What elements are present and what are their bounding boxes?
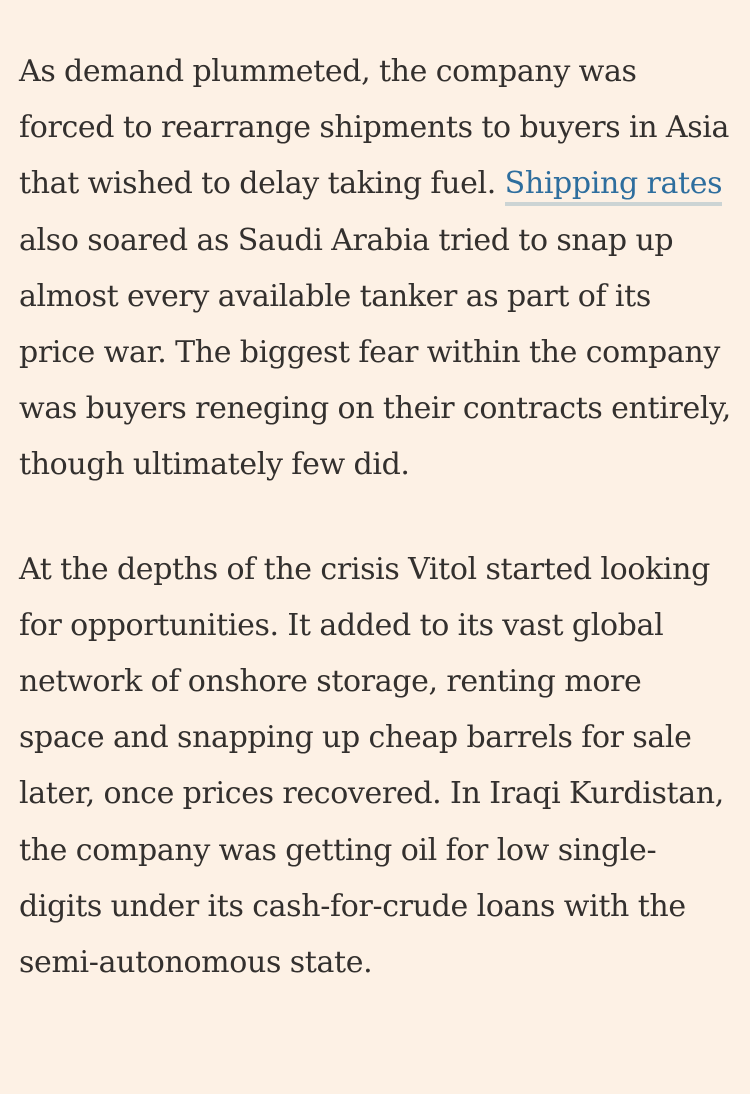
paragraph-shipping: As demand plummeted, the company was for… [19,44,734,494]
paragraph-text-before-link: As demand plummeted, the company was for… [19,54,730,202]
article-body: As demand plummeted, the company was for… [19,44,734,1039]
paragraph-opportunities: At the depths of the crisis Vitol starte… [19,551,724,981]
paragraph-text-after-link: also soared as Saudi Arabia tried to sna… [19,222,731,483]
shipping-rates-link[interactable]: Shipping rates [504,166,723,207]
